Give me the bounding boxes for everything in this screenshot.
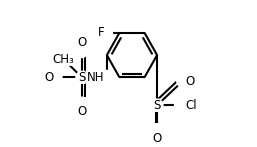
Circle shape [175, 98, 190, 113]
Text: S: S [78, 71, 86, 84]
Text: O: O [185, 75, 194, 88]
Circle shape [76, 71, 88, 83]
Text: O: O [77, 105, 86, 118]
Text: O: O [77, 36, 86, 50]
Text: S: S [153, 99, 161, 112]
Text: O: O [45, 71, 54, 84]
Circle shape [51, 72, 62, 83]
Circle shape [152, 124, 162, 134]
Circle shape [77, 97, 87, 108]
Text: O: O [152, 132, 162, 145]
Text: Cl: Cl [185, 99, 197, 112]
Circle shape [151, 99, 163, 111]
Text: F: F [97, 26, 104, 39]
Circle shape [101, 27, 113, 38]
Text: NH: NH [87, 71, 104, 84]
Circle shape [77, 47, 87, 58]
Circle shape [177, 76, 187, 87]
Text: CH₃: CH₃ [53, 53, 75, 66]
Circle shape [56, 52, 71, 67]
Circle shape [100, 70, 114, 84]
